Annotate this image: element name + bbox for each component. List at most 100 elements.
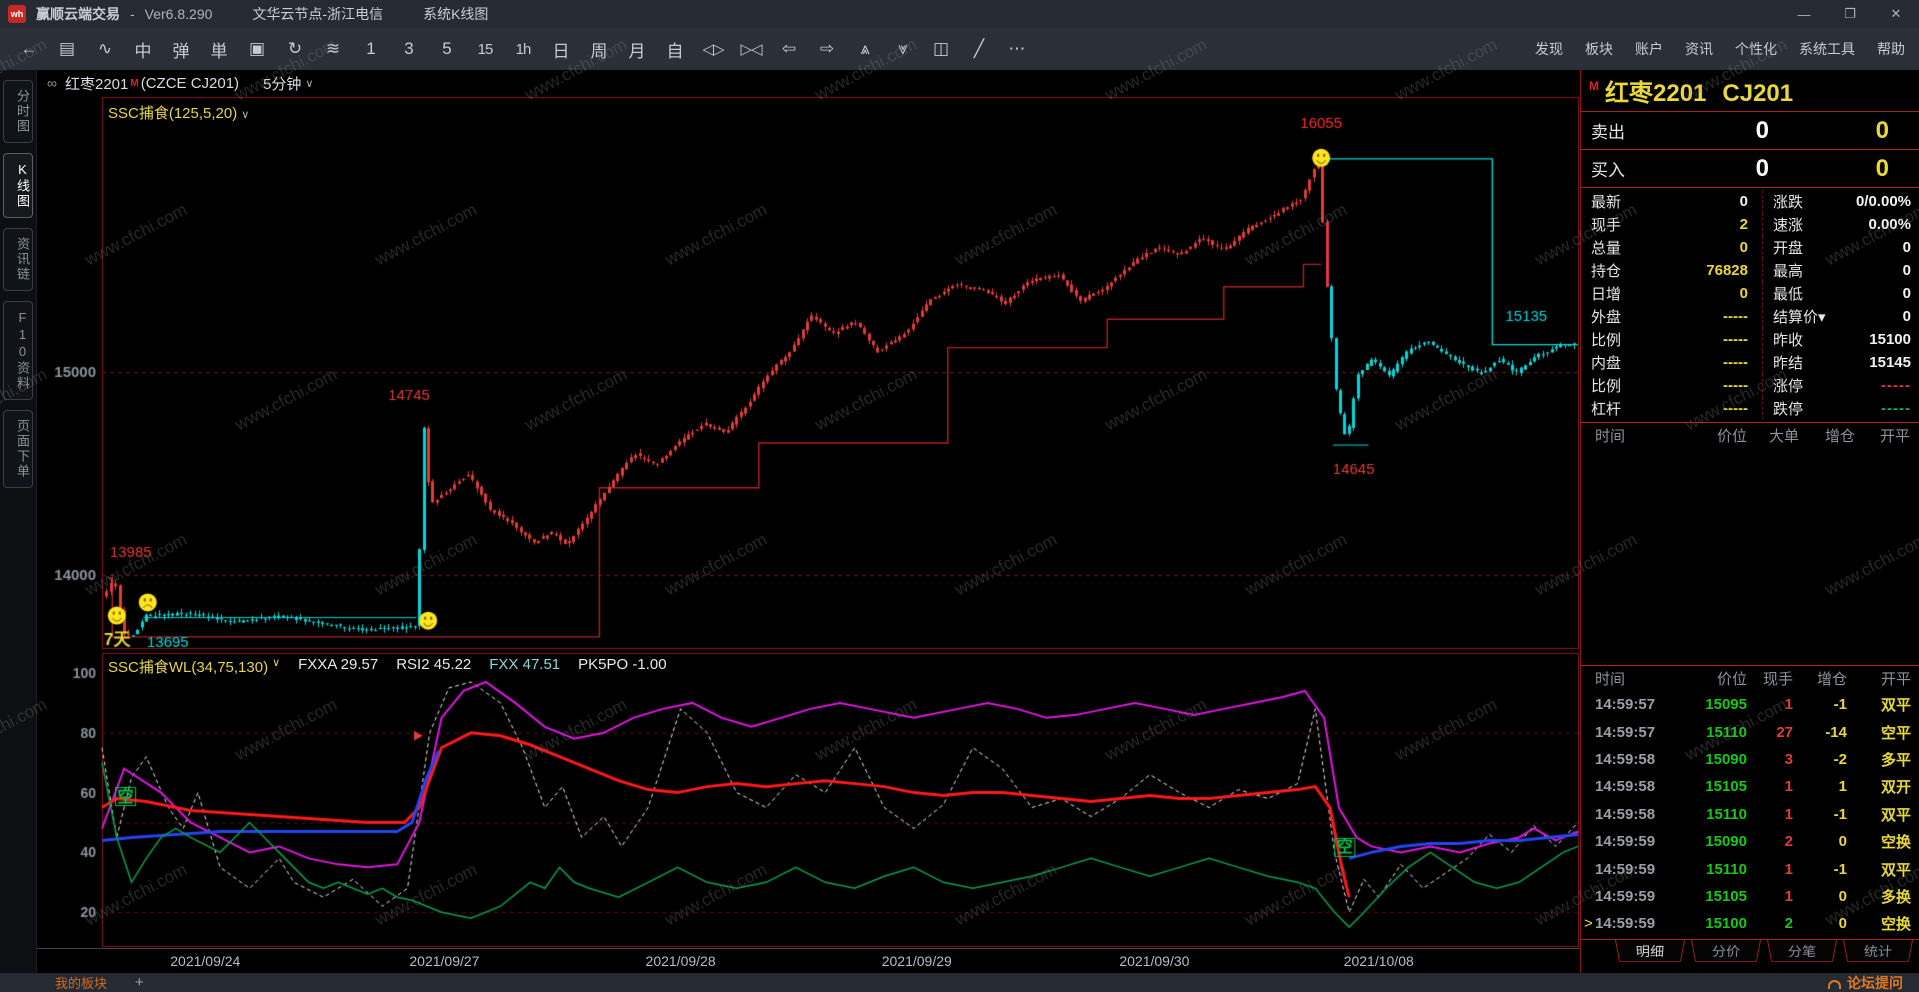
toolbar-back-icon[interactable]: ← <box>20 39 38 58</box>
date-label: 2021/09/29 <box>881 953 952 969</box>
tick-time: 14:59:58 <box>1595 750 1656 768</box>
toolbar-zoom-out-icon[interactable]: ◁▷ <box>702 41 724 58</box>
menu-2[interactable]: 板块 <box>1585 41 1613 57</box>
quote-value: 15145 <box>1869 354 1911 371</box>
toolbar-period-3min-icon[interactable]: 3 <box>404 39 414 58</box>
tick-row[interactable]: 14:59:59 15105 1 0 多换 <box>1581 883 1919 910</box>
toolbar-page-right-icon[interactable]: ⇨ <box>819 39 835 58</box>
detail-tabs: 明细 分价 分笔 统计 <box>1581 939 1919 973</box>
toolbar-scale-up-icon[interactable]: ⩓ <box>860 39 870 58</box>
menu-1[interactable]: 发现 <box>1535 41 1563 57</box>
toolbar-window-layout-icon[interactable]: ◫ <box>932 39 950 58</box>
quote-label: 杠杆 <box>1591 401 1622 418</box>
quote-row: 杠杆 ----- 跌停 ----- <box>1581 397 1919 420</box>
sidebar-tab-分时图[interactable]: 分时图 <box>3 80 33 143</box>
tick-open-close: 空换 <box>1880 834 1911 852</box>
toolbar-save-icon[interactable]: ▣ <box>248 39 266 58</box>
my-board-tab[interactable]: 我的板块 <box>55 976 108 991</box>
menu-7[interactable]: 帮助 <box>1877 41 1905 57</box>
toolbar-period-week-icon[interactable]: 周 <box>590 41 608 61</box>
main-indicator-label[interactable]: SSC捕食(125,5,20) ∨ <box>108 105 250 122</box>
menu-5[interactable]: 个性化 <box>1735 41 1777 57</box>
app-title: 赢顺云端交易 <box>36 6 120 22</box>
bid-label: 买入 <box>1591 161 1625 180</box>
tick-row[interactable]: 14:59:57 15110 27 -14 空平 <box>1581 718 1919 745</box>
add-board-button[interactable]: + <box>135 974 144 991</box>
toolbar-indicator-edit-icon[interactable]: ≋ <box>325 39 341 58</box>
bid-volume: 0 <box>1875 154 1889 182</box>
toolbar-period-5min-icon[interactable]: 5 <box>442 39 452 58</box>
sidebar-tab-K线图[interactable]: K线图 <box>3 153 33 218</box>
toolbar-refresh-icon[interactable]: ↻ <box>287 39 303 58</box>
date-label: 2021/09/24 <box>170 953 241 969</box>
close-button[interactable]: ✕ <box>1890 6 1902 21</box>
toolbar-page-left-icon[interactable]: ⇦ <box>781 39 797 58</box>
sidebar-tab-F10资料[interactable]: F10资料 <box>3 301 33 400</box>
symbol-name[interactable]: 红枣2201 <box>64 75 129 93</box>
toolbar-popup-chart-icon[interactable]: 弹 <box>172 41 190 61</box>
indicator-reading-FXX: FXX 47.51 <box>489 656 561 673</box>
menu-4[interactable]: 资讯 <box>1685 41 1713 57</box>
quote-value: ----- <box>1723 308 1748 325</box>
sidebar-tab-页面下单[interactable]: 页面下单 <box>3 410 33 488</box>
tick-time: 14:59:59 <box>1595 887 1656 905</box>
sidebar-tab-资讯链[interactable]: 资讯链 <box>3 228 33 291</box>
toolbar-period-15min-icon[interactable]: 15 <box>477 40 494 58</box>
tick-row[interactable]: 14:59:58 15090 3 -2 多平 <box>1581 746 1919 773</box>
big-order-col-1: 时间 <box>1595 428 1626 445</box>
tick-row[interactable]: 14:59:59 15110 1 -1 双平 <box>1581 855 1919 882</box>
detail-tab-分价[interactable]: 分价 <box>1691 940 1761 962</box>
quote-row: 日增 0 最低 0 <box>1581 282 1919 305</box>
indicator-canvas[interactable] <box>37 652 1580 948</box>
chevron-down-icon: ∨ <box>272 657 281 669</box>
toolbar-more-tools-icon[interactable]: ⋯ <box>1008 39 1026 58</box>
tick-row[interactable]: 14:59:57 15095 1 -1 双平 <box>1581 691 1919 718</box>
forum-ask-link[interactable]: 论坛提问 <box>1828 973 1903 992</box>
ask-volume: 0 <box>1875 116 1889 144</box>
tick-row[interactable]: 14:59:58 15105 1 1 双开 <box>1581 773 1919 800</box>
toolbar-time-chart-icon[interactable]: ∿ <box>97 39 113 58</box>
quote-label: 涨停 <box>1762 374 1840 397</box>
detail-tab-分笔[interactable]: 分笔 <box>1767 940 1837 962</box>
detail-tab-明细[interactable]: 明细 <box>1615 940 1685 962</box>
kline-canvas[interactable] <box>37 96 1580 650</box>
toolbar-zoom-in-icon[interactable]: ▷◁ <box>740 41 762 58</box>
tick-row[interactable]: 14:59:59 15090 2 0 空换 <box>1581 828 1919 855</box>
sub-indicator-label[interactable]: SSC捕食WL(34,75,130) <box>108 659 269 676</box>
toolbar-period-1min-icon[interactable]: 1 <box>366 39 376 58</box>
quote-label: 内盘 <box>1591 355 1622 372</box>
toolbar-order-ticket-icon[interactable]: 単 <box>210 41 228 61</box>
period-selector[interactable]: 5分钟 <box>263 75 302 93</box>
toolbar-period-day-icon[interactable]: 日 <box>552 41 570 61</box>
tick-time: 14:59:58 <box>1595 805 1656 823</box>
toolbar-period-auto-icon[interactable]: 自 <box>666 41 684 61</box>
restore-button[interactable]: ❐ <box>1844 6 1856 21</box>
quote-row: 最新 0 涨跌 0/0.00% <box>1581 190 1919 213</box>
tick-time: 14:59:59 > <box>1584 915 1656 933</box>
quote-label: 最低 <box>1762 282 1840 305</box>
toolbar-draw-line-icon[interactable]: ╱ <box>973 39 985 58</box>
current-row-pointer: > <box>1584 915 1593 933</box>
toolbar-kline-chart-icon[interactable]: 中 <box>134 41 152 61</box>
bid-row[interactable]: 买入 0 0 <box>1581 150 1919 188</box>
toolbar-period-month-icon[interactable]: 月 <box>628 41 646 61</box>
tick-table-header: 时间 价位 现手 增仓 开平 <box>1581 666 1919 691</box>
tick-col-2: 价位 <box>1716 671 1747 688</box>
detail-tab-统计[interactable]: 统计 <box>1843 940 1913 962</box>
toolbar-quote-list-icon[interactable]: ▤ <box>58 39 76 58</box>
tick-row[interactable]: 14:59:59 > 15100 2 0 空换 <box>1581 910 1919 937</box>
menu-3[interactable]: 账户 <box>1635 41 1663 57</box>
menu-6[interactable]: 系统工具 <box>1799 41 1855 57</box>
quote-value: ----- <box>1723 331 1748 348</box>
toolbar-period-1hour-icon[interactable]: 1h <box>515 40 532 58</box>
tick-row[interactable]: 14:59:58 15110 1 -1 双平 <box>1581 801 1919 828</box>
quote-row: 内盘 ----- 昨结 15145 <box>1581 351 1919 374</box>
toolbar-scale-down-icon[interactable]: ⩔ <box>898 39 908 58</box>
quote-label: 涨跌 <box>1762 190 1840 213</box>
ask-row[interactable]: 卖出 0 0 <box>1581 112 1919 150</box>
quote-row: 现手 2 速涨 0.00% <box>1581 213 1919 236</box>
link-icon[interactable]: ∞ <box>47 75 57 91</box>
minimize-button[interactable]: — <box>1797 6 1811 22</box>
quote-label: 昨结 <box>1762 351 1840 374</box>
